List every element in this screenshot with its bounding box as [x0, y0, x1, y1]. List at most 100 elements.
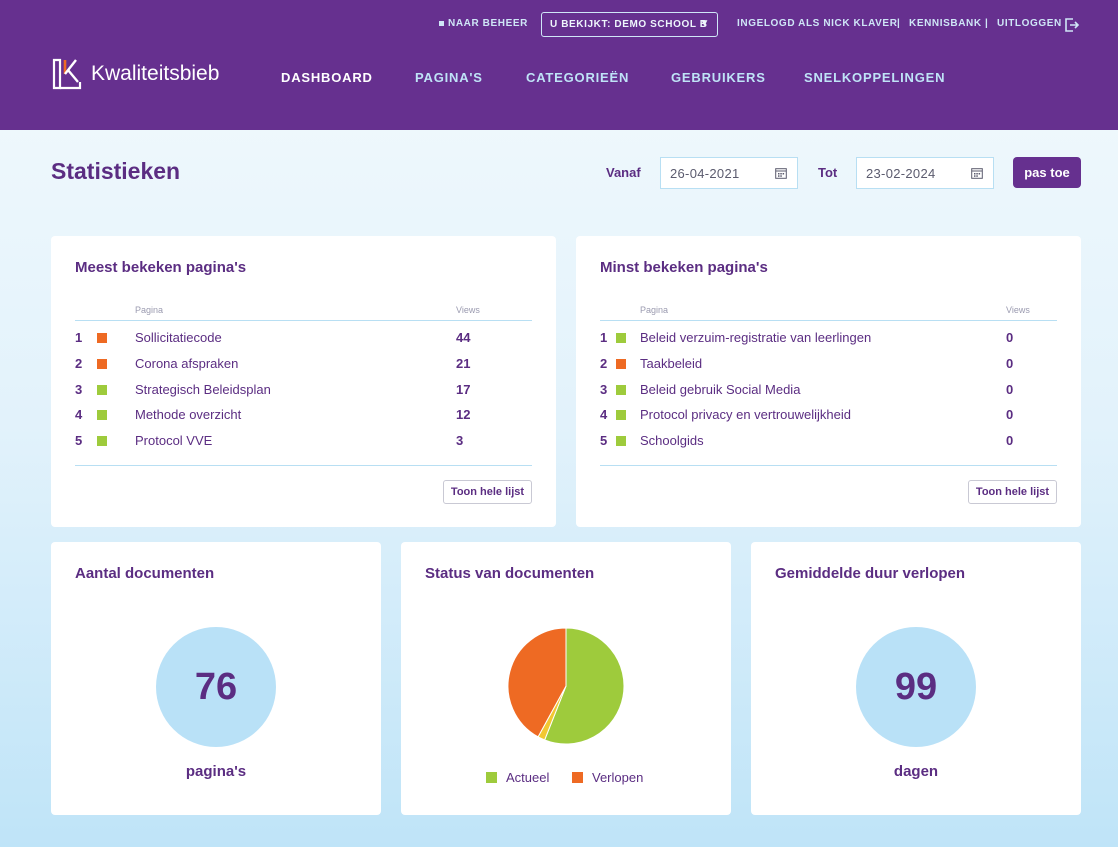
divider [75, 320, 532, 321]
caret-down-icon: ▼ [699, 18, 710, 29]
view-count: 0 [1006, 382, 1014, 397]
show-full-list-button[interactable]: Toon hele lijst [443, 480, 532, 504]
column-header-views: Views [1006, 305, 1030, 315]
column-header-page: Pagina [135, 305, 164, 315]
header: naar beheer U bekijkt: Demo school B ▼ I… [0, 0, 1118, 130]
page-name[interactable]: Protocol VVE [135, 433, 213, 448]
page-name[interactable]: Taakbeleid [640, 356, 703, 371]
status-square [97, 359, 107, 369]
documents-count-circle: 76 [156, 627, 276, 747]
page-name[interactable]: Schoolgids [640, 433, 704, 448]
row-rank: 1 [600, 330, 608, 345]
row-rank: 3 [600, 382, 608, 397]
nav-snelkoppelingen[interactable]: Snelkoppelingen [804, 70, 946, 85]
status-square [97, 436, 107, 446]
legend-swatch [486, 772, 497, 783]
page-name[interactable]: Methode overzicht [135, 407, 242, 422]
page-name[interactable]: Beleid gebruik Social Media [640, 382, 801, 397]
view-count: 21 [456, 356, 471, 371]
nav-paginas[interactable]: Pagina's [415, 70, 483, 85]
row-rank: 4 [75, 407, 83, 422]
table-row[interactable]: 4 Methode overzicht 12 [51, 407, 556, 427]
show-full-list-button[interactable]: Toon hele lijst [968, 480, 1057, 504]
view-count: 12 [456, 407, 471, 422]
status-square [616, 410, 626, 420]
book-k-logo-icon[interactable] [50, 56, 86, 92]
table-row[interactable]: 1 Sollicitatiecode 44 [51, 330, 556, 350]
school-select-value: U bekijkt: Demo school B [550, 19, 708, 30]
table-row[interactable]: 2 Corona afspraken 21 [51, 356, 556, 376]
legend-swatch [572, 772, 583, 783]
view-count: 0 [1006, 356, 1014, 371]
pie-slice-actueel [543, 627, 625, 745]
table-row[interactable]: 4 Protocol privacy en vertrouwelijkheid … [576, 407, 1081, 427]
card-title: Aantal documenten [75, 565, 215, 582]
duration-unit: dagen [893, 763, 939, 780]
divider [600, 320, 1057, 321]
page-title: Statistieken [51, 158, 181, 184]
table-row[interactable]: 3 Beleid gebruik Social Media 0 [576, 382, 1081, 402]
calendar-icon[interactable] [971, 167, 983, 179]
card-title: Meest bekeken pagina's [75, 259, 247, 276]
table-row[interactable]: 2 Taakbeleid 0 [576, 356, 1081, 376]
calendar-icon[interactable] [775, 167, 787, 179]
table-row[interactable]: 5 Schoolgids 0 [576, 433, 1081, 453]
table-row[interactable]: 3 Strategisch Beleidsplan 17 [51, 382, 556, 402]
to-label: Tot [818, 165, 838, 180]
row-rank: 2 [75, 356, 83, 371]
most-viewed-card: Meest bekeken pagina's Pagina Views 1 So… [51, 236, 556, 527]
card-title: Gemiddelde duur verlopen [775, 565, 966, 582]
legend-item-actueel: Actueel [486, 770, 549, 785]
brand-name[interactable]: Kwaliteitsbieb [91, 62, 220, 85]
duration-circle: 99 [856, 627, 976, 747]
status-square [97, 410, 107, 420]
status-square [97, 385, 107, 395]
legend-item-verlopen: Verlopen [572, 770, 643, 785]
page-name[interactable]: Protocol privacy en vertrouwelijkheid [640, 407, 851, 422]
status-square [616, 359, 626, 369]
status-square [97, 333, 107, 343]
row-rank: 5 [75, 433, 83, 448]
kennisbank-link[interactable]: Kennisbank [909, 18, 982, 29]
row-rank: 5 [600, 433, 608, 448]
pie-slice-verlopen [507, 627, 567, 738]
to-date-input[interactable]: 23-02-2024 [856, 157, 994, 189]
separator: | [897, 18, 901, 29]
column-header-page: Pagina [640, 305, 669, 315]
naar-beheer-link[interactable]: naar beheer [439, 18, 528, 29]
table-row[interactable]: 1 Beleid verzuim-registratie van leerlin… [576, 330, 1081, 350]
column-header-views: Views [456, 305, 480, 315]
row-rank: 4 [600, 407, 608, 422]
page-name[interactable]: Strategisch Beleidsplan [135, 382, 271, 397]
topbar: naar beheer U bekijkt: Demo school B ▼ I… [0, 12, 1118, 38]
legend-label: Verlopen [592, 770, 644, 785]
view-count: 17 [456, 382, 471, 397]
divider [600, 465, 1057, 466]
logout-icon[interactable] [1064, 17, 1080, 33]
documents-unit: pagina's [185, 763, 247, 780]
school-select[interactable]: U bekijkt: Demo school B ▼ [541, 12, 718, 37]
to-date-value: 23-02-2024 [866, 166, 936, 181]
view-count: 3 [456, 433, 464, 448]
from-label: Vanaf [606, 165, 641, 180]
documents-count-card: Aantal documenten 76 pagina's [51, 542, 381, 815]
nav-gebruikers[interactable]: Gebruikers [671, 70, 766, 85]
apply-button[interactable]: pas toe [1013, 157, 1081, 188]
from-date-input[interactable]: 26-04-2021 [660, 157, 798, 189]
view-count: 0 [1006, 433, 1014, 448]
card-title: Minst bekeken pagina's [600, 259, 768, 276]
row-rank: 3 [75, 382, 83, 397]
nav-dashboard[interactable]: Dashboard [281, 70, 373, 85]
status-square [616, 436, 626, 446]
table-row[interactable]: 5 Protocol VVE 3 [51, 433, 556, 453]
page-name[interactable]: Corona afspraken [135, 356, 239, 371]
page-name[interactable]: Sollicitatiecode [135, 330, 222, 345]
status-square [616, 333, 626, 343]
from-date-value: 26-04-2021 [670, 166, 740, 181]
view-count: 0 [1006, 407, 1014, 422]
logout-link[interactable]: Uitloggen [997, 18, 1062, 29]
nav-categorieen[interactable]: Categorieën [526, 70, 630, 85]
page-name[interactable]: Beleid verzuim-registratie van leerlinge… [640, 330, 872, 345]
view-count: 44 [456, 330, 471, 345]
average-expired-duration-card: Gemiddelde duur verlopen 99 dagen [751, 542, 1081, 815]
